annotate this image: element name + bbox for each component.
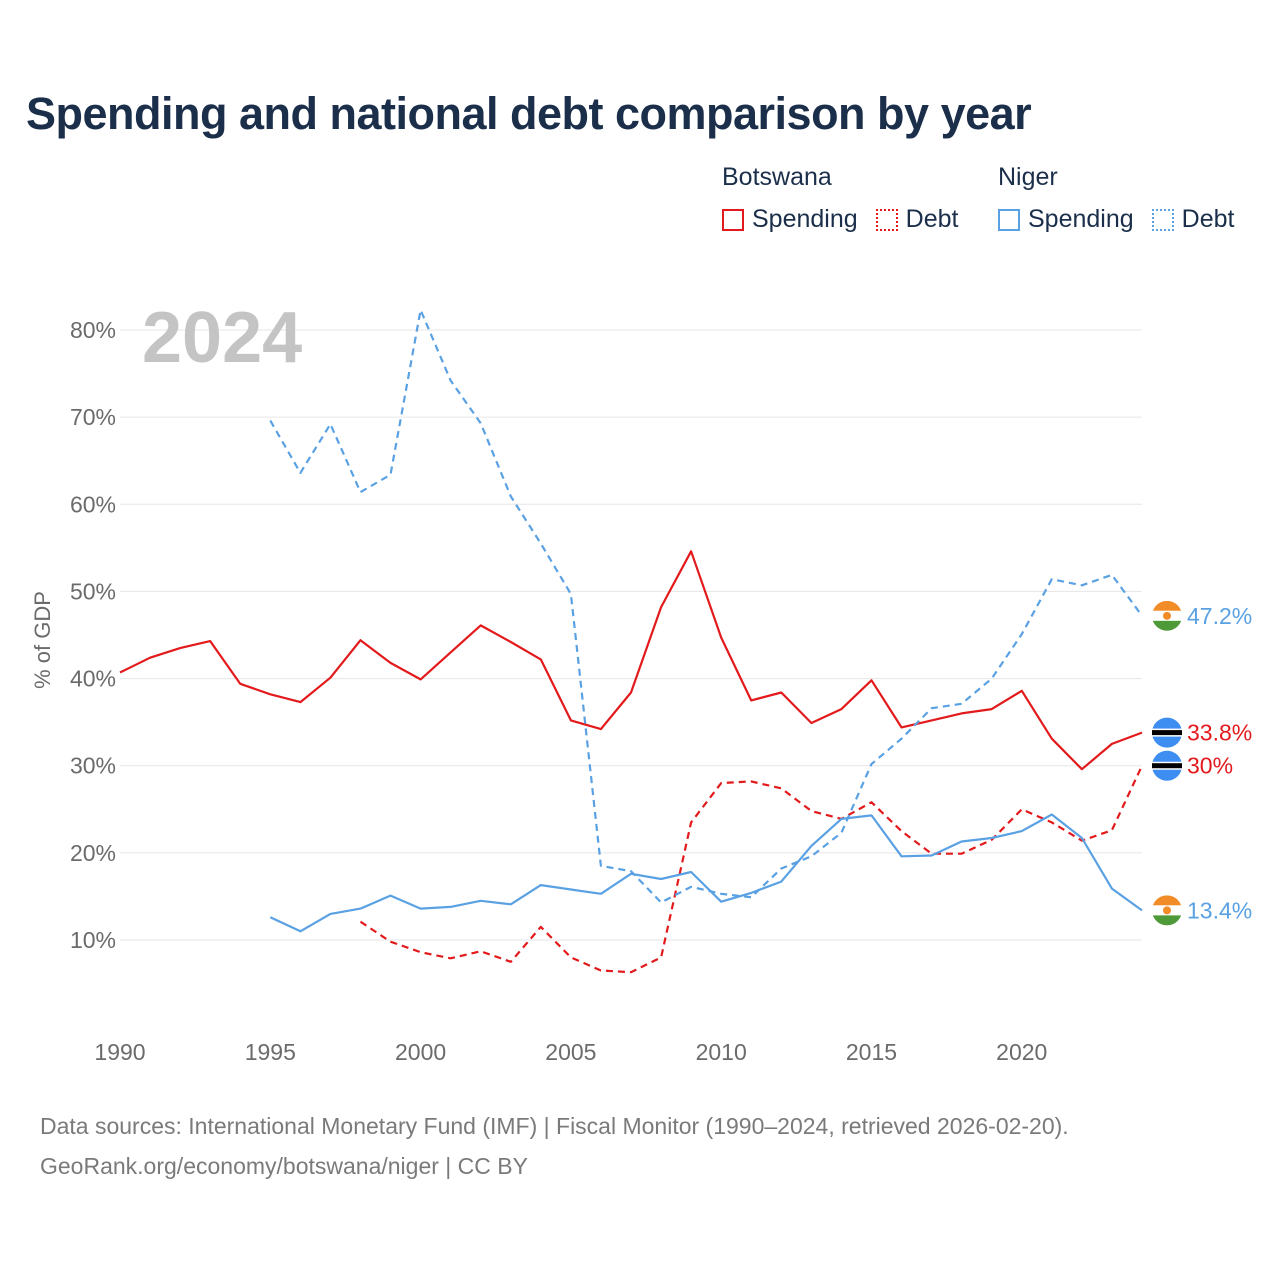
series-line-botswana-spending [119,550,1143,771]
legend-swatch-solid [998,208,1020,231]
series-line-niger-debt [269,308,1143,904]
end-flag-botswana [1152,717,1182,748]
series-line-niger-spending [269,813,1143,933]
source-line-2[interactable]: GeoRank.org/economy/botswana/niger | CC … [40,1153,528,1179]
flag-sun [1163,906,1171,915]
flag-stripe-orange [1152,895,1182,906]
legend-swatch-dotted [1151,208,1174,231]
flag-stripe-green [1152,915,1182,926]
legend-niger-debt[interactable]: Debt [1151,205,1235,234]
x-tick-label: 1995 [245,1039,296,1065]
flag-stripe-green [1152,620,1182,631]
source-line-1: Data sources: International Monetary Fun… [40,1113,1069,1139]
year-label: 2024 [142,298,302,378]
end-value-label: 13.4% [1187,897,1252,923]
x-tick-label: 2010 [696,1039,747,1065]
end-value-label: 30% [1187,753,1233,779]
x-tick-label: 1990 [94,1039,145,1065]
end-value-label: 33.8% [1187,720,1252,746]
flag-stripe-orange [1152,600,1182,611]
y-tick-label: 30% [70,753,116,779]
x-tick-label: 2005 [545,1039,596,1065]
y-tick-label: 60% [70,491,116,517]
end-flag-niger [1152,600,1182,631]
x-tick-label: 2020 [996,1039,1047,1065]
legend-label: Spending [752,205,858,233]
legend-label: Debt [905,205,959,233]
end-flag-botswana [1152,750,1182,781]
legend-group-botswana: Botswana Spending Debt [722,163,976,234]
y-tick-label: 20% [70,840,116,866]
y-tick-label: 40% [70,666,116,692]
end-value-label: 47.2% [1187,603,1252,629]
legend-botswana-spending[interactable]: Spending [722,205,858,234]
flag-stripe-black [1152,763,1182,769]
y-tick-label: 50% [70,578,116,604]
series-line-botswana-debt [359,765,1143,974]
end-flag-niger [1152,895,1182,926]
y-tick-label: 70% [70,404,116,430]
source-note: Data sources: International Monetary Fun… [40,1106,1069,1186]
legend-botswana-debt[interactable]: Debt [875,205,959,234]
flag-sun [1163,611,1171,620]
line-chart: 2024 % of GDP 10% 20% 30% 40% 50% 60% 70% 80% 19… [30,298,1252,1065]
legend-group-name: Botswana [722,163,832,191]
legend-swatch-solid [722,208,744,231]
x-tick-label: 2015 [846,1039,897,1065]
y-tick-label: 80% [70,317,116,343]
flag-stripe-black [1152,730,1182,736]
legend-group-niger: Niger Spending Debt [998,163,1252,234]
y-axis-label: % of GDP [30,591,55,689]
legend-niger-spending[interactable]: Spending [998,205,1134,234]
legend-group-name: Niger [998,163,1058,191]
x-tick-label: 2000 [395,1039,446,1065]
legend-label: Spending [1028,205,1134,233]
y-tick-label: 10% [70,927,116,953]
legend-swatch-dotted [875,208,898,231]
legend-label: Debt [1181,205,1235,233]
chart-title: Spending and national debt comparison by… [26,88,1032,139]
